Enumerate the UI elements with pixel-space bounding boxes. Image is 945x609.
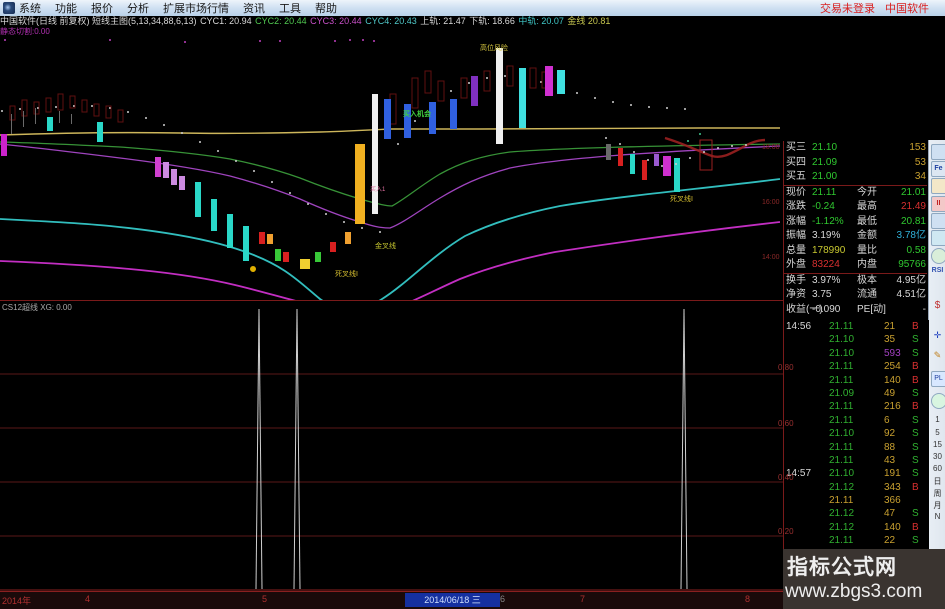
svg-text:买入1: 买入1 [370,185,386,193]
svg-text:死叉线I: 死叉线I [335,269,358,278]
svg-text:高位风险: 高位风险 [480,43,508,52]
svg-text:金叉线: 金叉线 [375,241,396,250]
svg-text:死叉线I: 死叉线I [670,194,693,203]
svg-text:买入机会: 买入机会 [403,109,432,118]
